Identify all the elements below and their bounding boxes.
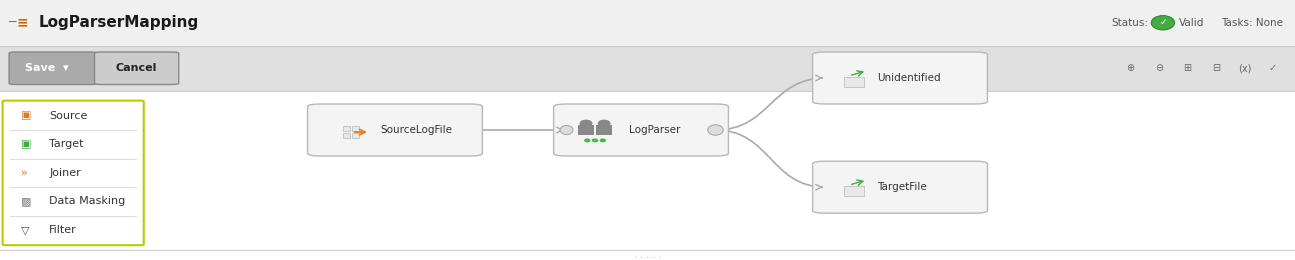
Text: ▽: ▽ — [21, 225, 30, 235]
Text: ✓: ✓ — [1269, 63, 1277, 73]
Bar — [352, 126, 360, 131]
FancyBboxPatch shape — [813, 161, 987, 213]
Bar — [844, 77, 865, 87]
FancyBboxPatch shape — [813, 52, 987, 104]
Text: Status:: Status: — [1111, 18, 1149, 28]
Bar — [597, 125, 613, 135]
Text: Unidentified: Unidentified — [878, 73, 941, 83]
FancyBboxPatch shape — [308, 104, 482, 156]
Text: . . . . .: . . . . . — [633, 250, 662, 260]
FancyBboxPatch shape — [9, 52, 97, 84]
Ellipse shape — [584, 138, 591, 142]
Text: (x): (x) — [1238, 63, 1251, 73]
Text: ⊞: ⊞ — [1184, 63, 1191, 73]
Text: ▣: ▣ — [21, 139, 31, 149]
Ellipse shape — [580, 120, 593, 127]
Bar — [0, 0, 1295, 46]
Text: ✓: ✓ — [1159, 18, 1167, 27]
Bar — [0, 91, 1295, 260]
Bar — [342, 133, 350, 138]
FancyBboxPatch shape — [553, 104, 728, 156]
Ellipse shape — [592, 138, 598, 142]
Bar — [0, 46, 1295, 91]
Ellipse shape — [600, 138, 606, 142]
Text: ⊟: ⊟ — [1212, 63, 1220, 73]
Text: Data Masking: Data Masking — [49, 197, 126, 206]
Bar — [352, 133, 360, 138]
Ellipse shape — [598, 120, 611, 127]
Text: ─: ─ — [8, 16, 16, 29]
Text: Target: Target — [49, 139, 84, 149]
FancyBboxPatch shape — [3, 101, 144, 245]
FancyBboxPatch shape — [95, 52, 179, 84]
Ellipse shape — [707, 125, 723, 135]
Bar — [342, 126, 350, 131]
Text: Source: Source — [49, 111, 88, 121]
Text: ⊖: ⊖ — [1155, 63, 1163, 73]
Ellipse shape — [559, 125, 572, 135]
Text: Cancel: Cancel — [117, 63, 157, 73]
Text: SourceLogFile: SourceLogFile — [381, 125, 452, 135]
Text: LogParser: LogParser — [629, 125, 680, 135]
Ellipse shape — [1151, 16, 1175, 30]
Text: ▣: ▣ — [21, 111, 31, 121]
Text: Save  ▾: Save ▾ — [25, 63, 69, 73]
Text: LogParserMapping: LogParserMapping — [39, 15, 199, 30]
Bar — [844, 186, 865, 196]
Text: Valid: Valid — [1178, 18, 1204, 28]
Text: »: » — [21, 168, 27, 178]
Bar — [578, 125, 593, 135]
Text: ≡: ≡ — [17, 16, 28, 30]
Text: ⊕: ⊕ — [1127, 63, 1134, 73]
Text: TargetFile: TargetFile — [878, 182, 927, 192]
Text: Filter: Filter — [49, 225, 76, 235]
Text: Joiner: Joiner — [49, 168, 82, 178]
Text: Tasks: None: Tasks: None — [1221, 18, 1283, 28]
Text: ▩: ▩ — [21, 197, 31, 206]
